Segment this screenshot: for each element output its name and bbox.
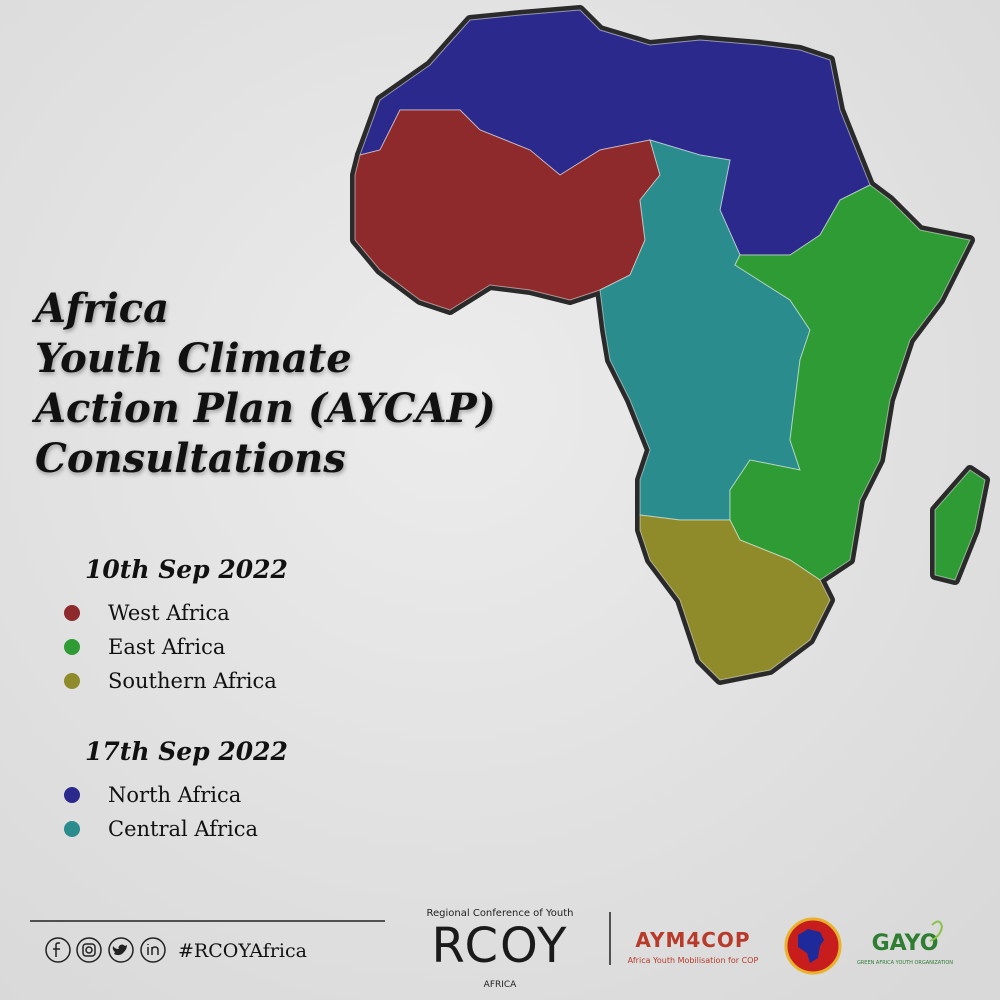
region-east [729,184,971,581]
instagram-icon[interactable] [76,937,102,963]
rcoy-subtitle: AFRICA [484,980,518,990]
legend-dot [64,787,80,803]
instagram-glyph [85,946,93,954]
legend-label: North Africa [108,783,241,807]
linkedin-icon[interactable] [140,937,166,963]
partner-logo-map [798,929,824,963]
region-madagascar [934,469,986,581]
aym-subtitle: Africa Youth Mobilisation for COP [628,956,759,965]
instagram-glyph [82,943,96,957]
sessions: 10th Sep 2022 West Africa East Africa South… [64,555,288,841]
hashtag: #RCOYAfrica [178,940,307,962]
region-southern [639,514,831,681]
legend-label: East Africa [108,635,225,659]
social-icons [45,937,166,963]
title-line: Youth Climate [35,335,352,382]
legend-label: Southern Africa [108,669,277,693]
title-line: Action Plan (AYCAP) [31,385,496,432]
legend-label: West Africa [108,601,230,625]
legend-dot [64,821,80,837]
legend-dot [64,639,80,655]
title: Africa Youth Climate Action Plan (AYCAP)… [31,285,496,482]
africa-map [354,9,986,681]
rcoy-logo: RCOY [432,918,569,974]
twitter-icon[interactable] [108,937,134,963]
legend-dot [64,605,80,621]
twitter-glyph [112,944,127,956]
title-line: Consultations [35,435,346,482]
session-date: 17th Sep 2022 [85,737,288,766]
legend-dot [64,673,80,689]
gayo-subtitle: GREEN AFRICA YOUTH ORGANIZATION [857,960,953,966]
title-line: Africa [31,285,169,332]
gayo-logo: GAYO [872,931,939,956]
rcoy-tagline: Regional Conference of Youth [427,908,574,919]
legend-label: Central Africa [108,817,258,841]
facebook-glyph [53,942,60,957]
gayo-mark [929,920,944,942]
linkedin-glyph [147,944,159,955]
aym-logo: AYM4COP [635,928,750,952]
facebook-icon[interactable] [45,937,71,963]
session-date: 10th Sep 2022 [85,555,288,584]
